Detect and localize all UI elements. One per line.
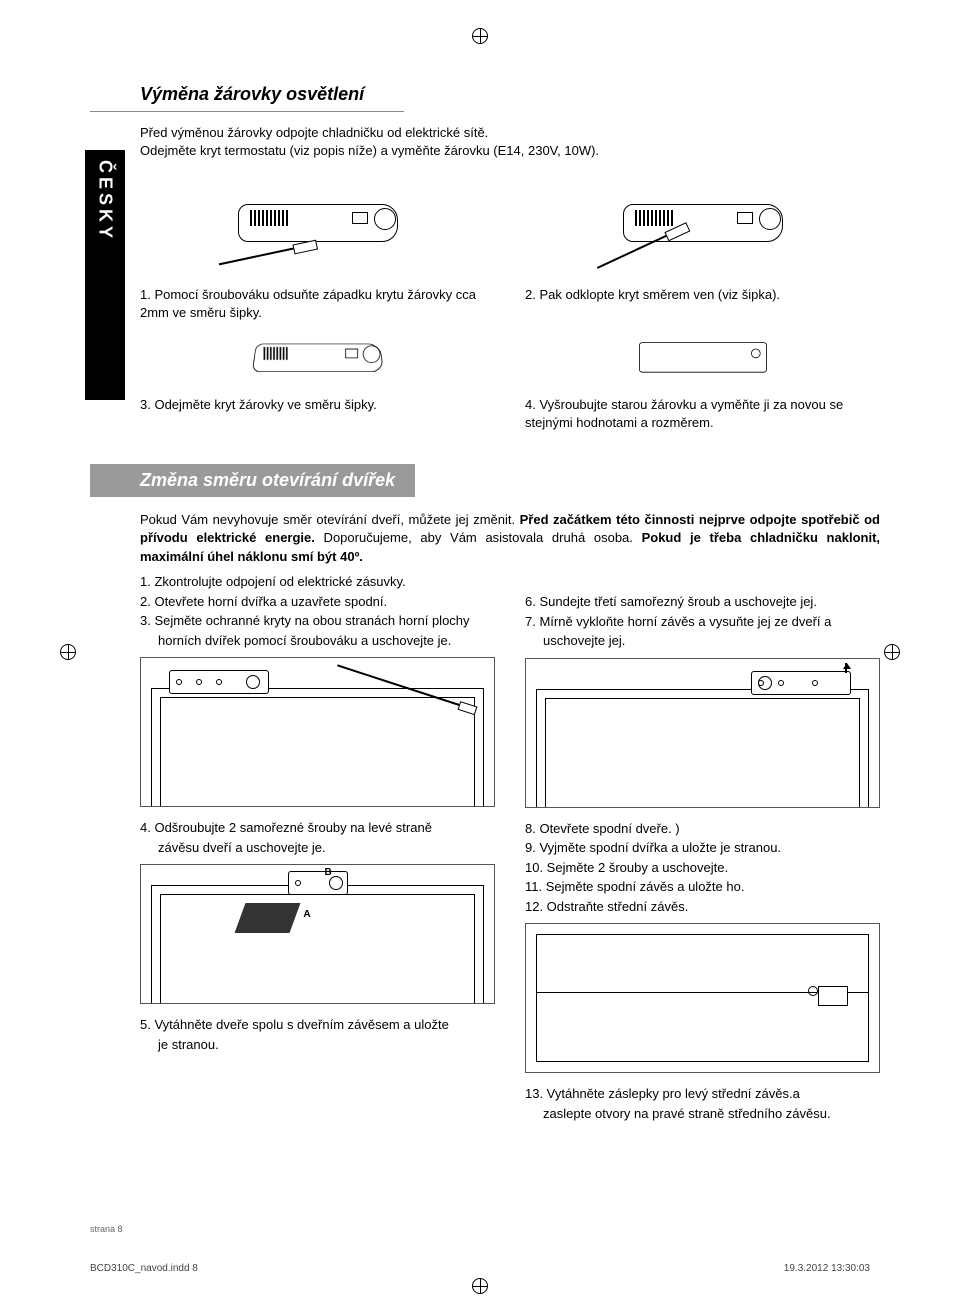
diagram-step4 [525, 335, 880, 390]
diagram-hinge-right-top [525, 658, 880, 808]
footer: BCD310C_navod.indd 8 19.3.2012 13:30:03 [90, 1263, 870, 1274]
step-r13: 13. Vytáhněte záslepky pro levý střední … [525, 1085, 880, 1103]
crop-mark-left [60, 644, 76, 660]
step3-caption: 3. Odejměte kryt žárovky ve směru šipky. [140, 396, 495, 414]
section1-intro: Před výměnou žárovky odpojte chladničku … [90, 124, 880, 160]
crop-mark-right [884, 644, 900, 660]
label-B: B [325, 867, 332, 878]
section2-title: Změna směru otevírání dvířek [90, 464, 415, 497]
step-l4: 4. Odšroubujte 2 samořezné šrouby na lev… [140, 819, 495, 837]
diagram-hinge-left-top [140, 657, 495, 807]
step-r13b: zaslepte otvory na pravé straně středníh… [525, 1105, 880, 1123]
step-l4b: závěsu dveří a uschovejte je. [140, 839, 495, 857]
step-r12: 12. Odstraňte střední závěs. [525, 898, 880, 916]
step-r7b: uschovejte jej. [525, 632, 880, 650]
step2-caption: 2. Pak odklopte kryt směrem ven (viz šip… [525, 286, 880, 304]
section1-title: Výměna žárovky osvětlení [90, 80, 404, 112]
step-l5: 5. Vytáhněte dveře spolu s dveřním závěs… [140, 1016, 495, 1034]
step-l2: 2. Otevřete horní dvířka a uzavřete spod… [140, 593, 495, 611]
step-l3: 3. Sejměte ochranné kryty na obou straná… [140, 612, 495, 630]
diagram-hinge-left-bottom: B A [140, 864, 495, 1004]
step4-caption: 4. Vyšroubujte starou žárovku a vyměňte … [525, 396, 880, 431]
step-l5b: je stranou. [140, 1036, 495, 1054]
crop-mark-bottom [472, 1278, 488, 1294]
step-r7: 7. Mírně vykloňte horní závěs a vysuňte … [525, 613, 880, 631]
intro-p2: Doporučujeme, aby Vám asistovala druhá o… [315, 530, 642, 545]
step-l1: 1. Zkontrolujte odpojení od elektrické z… [140, 573, 495, 591]
step-r6: 6. Sundejte třetí samořezný šroub a usch… [525, 593, 880, 611]
step-l3b: horních dvířek pomocí šroubováku a uscho… [140, 632, 495, 650]
step1-caption: 1. Pomocí šroubováku odsuňte západku kry… [140, 286, 495, 321]
footer-file: BCD310C_navod.indd 8 [90, 1263, 198, 1274]
step-r9: 9. Vyjměte spodní dvířka a uložte je str… [525, 839, 880, 857]
diagram-step3 [140, 335, 495, 390]
label-A: A [303, 909, 310, 920]
step-r11: 11. Sejměte spodní závěs a uložte ho. [525, 878, 880, 896]
step-r10: 10. Sejměte 2 šrouby a uschovejte. [525, 859, 880, 877]
page-number: strana 8 [90, 1224, 123, 1234]
diagram-step2 [525, 180, 880, 280]
section2-intro: Pokud Vám nevyhovuje směr otevírání dveř… [90, 511, 880, 568]
intro-p1: Pokud Vám nevyhovuje směr otevírání dveř… [140, 512, 520, 527]
step-r8: 8. Otevřete spodní dveře. ) [525, 820, 880, 838]
footer-timestamp: 19.3.2012 13:30:03 [784, 1263, 870, 1274]
crop-mark-top [472, 28, 488, 44]
page-content: Výměna žárovky osvětlení Před výměnou žá… [90, 80, 880, 1125]
diagram-step1 [140, 180, 495, 280]
diagram-mid-hinge [525, 923, 880, 1073]
